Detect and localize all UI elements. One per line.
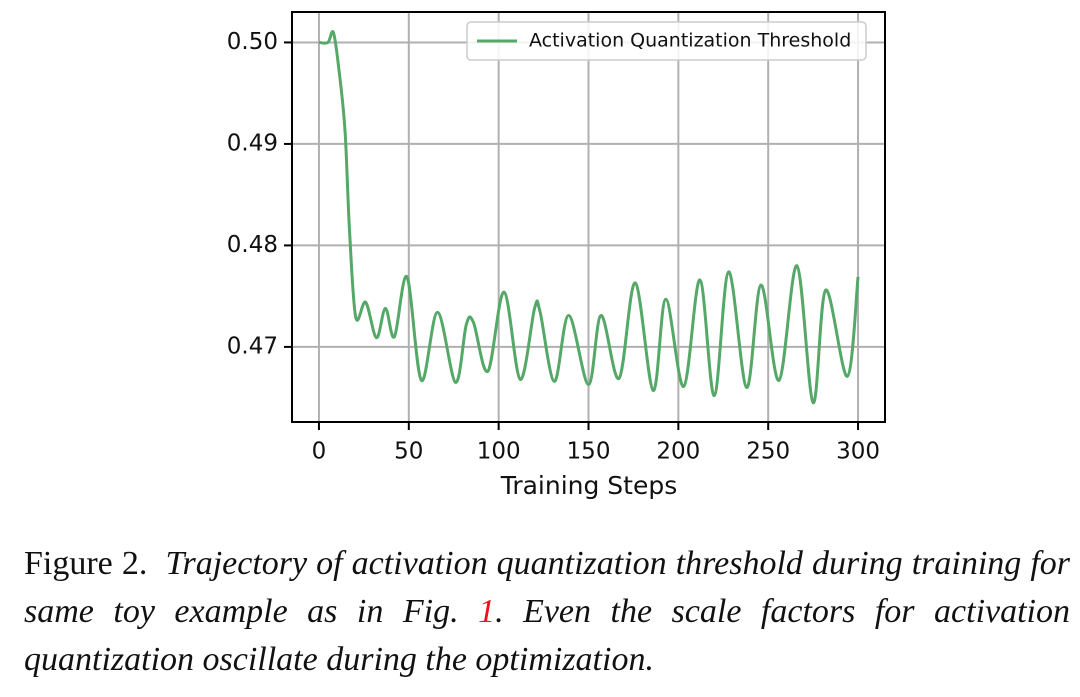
x-axis-label: Training Steps [500, 471, 678, 500]
x-tick-label: 300 [836, 439, 880, 465]
y-tick-label: 0.49 [227, 130, 278, 156]
y-tick-label: 0.50 [227, 29, 278, 55]
x-tick-label: 150 [567, 439, 611, 465]
x-tick-label: 100 [477, 439, 521, 465]
x-tick-label: 250 [746, 439, 790, 465]
caption-text: Trajectory of activation quantization th… [24, 545, 1070, 630]
y-tick-label: 0.47 [227, 333, 278, 359]
caption: Figure 2. Trajectory of activation quant… [24, 540, 1070, 684]
x-tick-label: 200 [656, 439, 700, 465]
caption-text: . Even the scale factors for activation … [24, 593, 1071, 678]
chart: Training Steps 0 50 100 150 200 250 300 0.50 0.4… [227, 11, 886, 500]
x-tick-label: 50 [394, 439, 423, 465]
plot-frame [291, 11, 886, 423]
legend-label: Activation Quantization Threshold [529, 30, 851, 52]
caption-ref[interactable]: 1 [478, 593, 496, 630]
y-tick-label: 0.48 [227, 232, 278, 258]
caption-label: Figure 2. [24, 545, 148, 582]
legend-box [466, 21, 867, 61]
line [318, 29, 860, 405]
x-tick-label: 0 [312, 439, 327, 465]
